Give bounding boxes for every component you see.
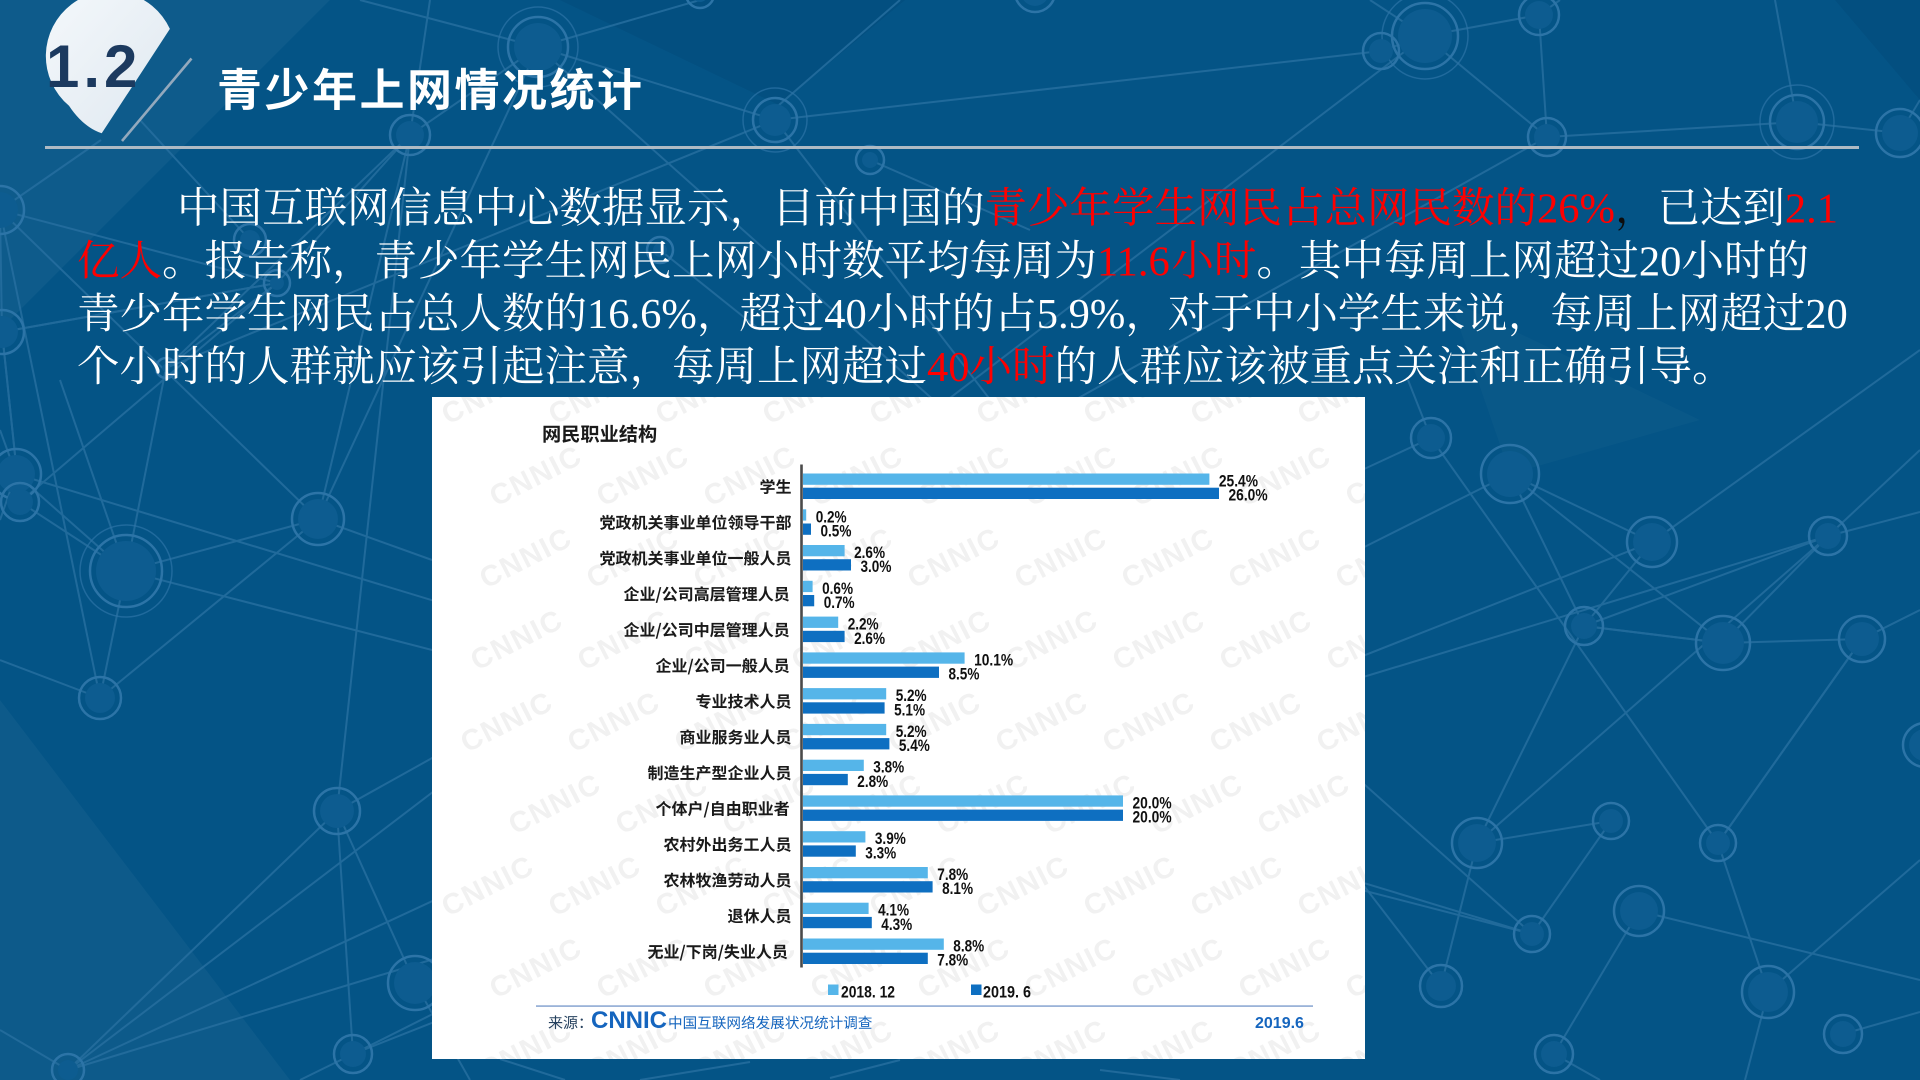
svg-text:0.7%: 0.7% xyxy=(824,594,855,612)
svg-text:2019.6: 2019.6 xyxy=(1255,1015,1304,1032)
svg-text:2.8%: 2.8% xyxy=(857,773,888,791)
svg-text:26.0%: 26.0% xyxy=(1229,487,1268,505)
svg-text:3.8%: 3.8% xyxy=(873,759,904,777)
svg-text:2.1: 2.1 xyxy=(1785,186,1838,233)
svg-text:3.3%: 3.3% xyxy=(865,844,896,862)
svg-text:1.2: 1.2 xyxy=(46,33,141,100)
svg-text:CNNIC: CNNIC xyxy=(591,1007,667,1034)
svg-text:26%: 26% xyxy=(1537,186,1615,233)
svg-text:8.1%: 8.1% xyxy=(942,880,973,898)
svg-text:25.4%: 25.4% xyxy=(1219,473,1258,491)
svg-text:0.2%: 0.2% xyxy=(816,508,847,526)
svg-text:2.2%: 2.2% xyxy=(848,616,879,634)
svg-text:11.6: 11.6 xyxy=(1097,238,1170,285)
svg-text:5.1%: 5.1% xyxy=(894,701,925,719)
svg-text:20: 20 xyxy=(1805,291,1848,338)
svg-text:2.6%: 2.6% xyxy=(854,544,885,562)
svg-text:3.9%: 3.9% xyxy=(875,830,906,848)
svg-text:8.8%: 8.8% xyxy=(953,938,984,956)
svg-text:0.6%: 0.6% xyxy=(822,580,853,598)
svg-text:20: 20 xyxy=(1639,238,1682,285)
svg-text:2019. 6: 2019. 6 xyxy=(983,984,1031,1002)
svg-text:5.2%: 5.2% xyxy=(896,723,927,741)
svg-text:20.0%: 20.0% xyxy=(1133,794,1172,812)
svg-text:40: 40 xyxy=(824,291,867,338)
svg-text:2018. 12: 2018. 12 xyxy=(841,984,895,1002)
svg-text:2.6%: 2.6% xyxy=(854,630,885,648)
svg-text:3.0%: 3.0% xyxy=(861,558,892,576)
svg-text:5.9%: 5.9% xyxy=(1037,291,1126,338)
svg-text:10.1%: 10.1% xyxy=(974,651,1013,669)
svg-text:5.4%: 5.4% xyxy=(899,737,930,755)
svg-text:8.5%: 8.5% xyxy=(949,666,980,684)
svg-text:4.3%: 4.3% xyxy=(881,916,912,934)
svg-text:4.1%: 4.1% xyxy=(878,902,909,920)
svg-text:5.2%: 5.2% xyxy=(896,687,927,705)
svg-text:40: 40 xyxy=(927,344,970,391)
svg-text:16.6%: 16.6% xyxy=(587,291,697,338)
svg-text:7.8%: 7.8% xyxy=(937,866,968,884)
svg-text:7.8%: 7.8% xyxy=(937,952,968,970)
svg-text:0.5%: 0.5% xyxy=(821,523,852,541)
svg-text:20.0%: 20.0% xyxy=(1133,809,1172,827)
